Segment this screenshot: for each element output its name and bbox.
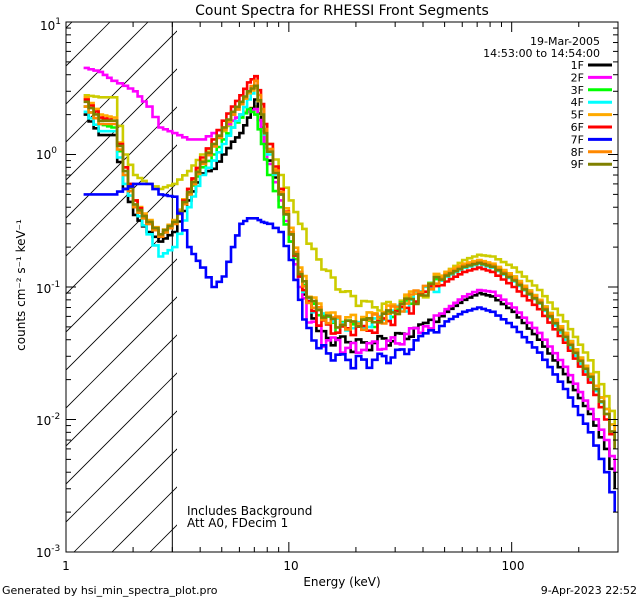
y-tick-label: 10-3: [36, 544, 60, 560]
x-tick-label: 1: [62, 559, 70, 573]
y-tick-label: 10-2: [36, 412, 60, 428]
y-tick-label: 100: [36, 146, 57, 162]
x-tick-label: 10: [283, 559, 298, 573]
legend-label: 6F: [571, 121, 584, 134]
hatch-line: [66, 68, 177, 181]
series-line-yellow: [83, 94, 616, 426]
y-axis-label: counts cm⁻² s⁻¹ keV⁻¹: [14, 219, 28, 351]
series-line-8F: [83, 79, 616, 449]
legend-label: 7F: [571, 133, 584, 146]
series-line-6F: [83, 74, 616, 449]
x-tick-label: 100: [502, 559, 525, 573]
hatch-line: [111, 486, 177, 552]
hatch-line: [66, 258, 177, 371]
legend-label: 3F: [571, 84, 584, 97]
observation-date: 19-Mar-2005: [530, 35, 600, 48]
y-tick-labels: 101 100 10-1 10-2 10-3: [36, 17, 61, 560]
series-layer: [83, 66, 616, 513]
hatch-line: [66, 372, 177, 485]
legend-label: 1F: [571, 59, 584, 72]
annotation-background: Includes Background: [187, 504, 312, 518]
legend-label: 4F: [571, 96, 584, 109]
hatch-line: [66, 410, 177, 523]
annotation-attenuator: Att A0, FDecim 1: [187, 516, 288, 530]
hatch-line: [73, 448, 177, 552]
series-line-2F: [83, 66, 616, 473]
series-line-4F: [83, 86, 616, 449]
timestamp-footer: 9-Apr-2023 22:52: [541, 584, 637, 597]
axis-ticks: [65, 21, 619, 553]
y-tick-label: 101: [40, 17, 61, 33]
observation-time-range: 14:53:00 to 14:54:00: [483, 47, 600, 60]
legend-label: 9F: [571, 158, 584, 171]
legend-label: 2F: [571, 71, 584, 84]
hatch-line: [66, 106, 177, 219]
chart-title: Count Spectra for RHESSI Front Segments: [195, 3, 489, 19]
y-tick-label: 10-1: [36, 280, 60, 296]
series-line-9F: [83, 84, 616, 449]
legend-label: 5F: [571, 109, 584, 122]
series-line-7F: [83, 182, 616, 513]
legend-label: 8F: [571, 146, 584, 159]
hatch-line: [149, 524, 177, 552]
generated-by-footer: Generated by hsi_min_spectra_plot.pro: [2, 584, 218, 597]
hatch-line: [66, 220, 177, 333]
x-tick-labels: 1 10 100: [62, 559, 524, 573]
hatched-region: [66, 22, 177, 552]
x-axis-label: Energy (keV): [303, 575, 380, 589]
